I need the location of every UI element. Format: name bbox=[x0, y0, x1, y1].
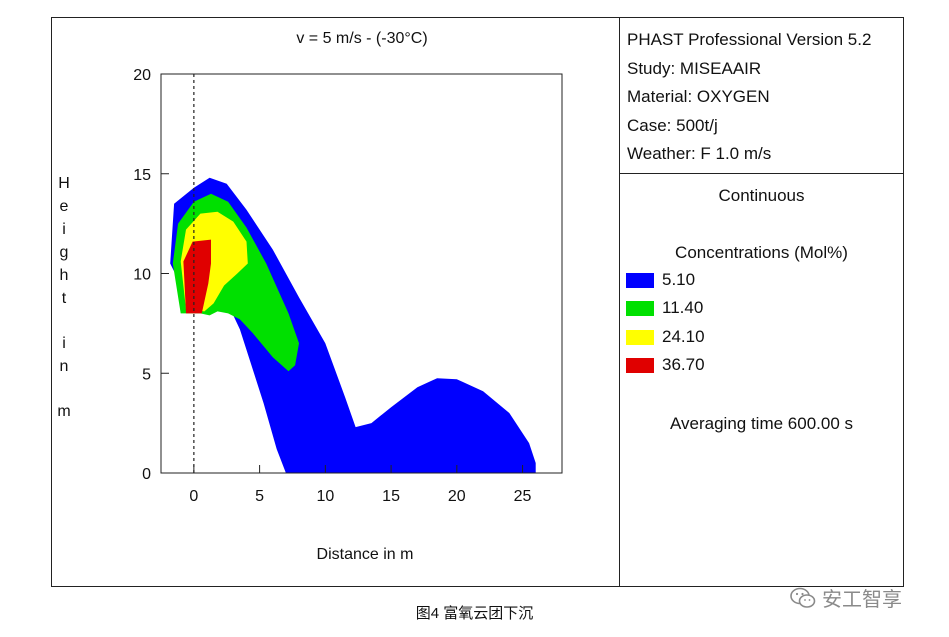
x-tick-label: 20 bbox=[448, 488, 466, 505]
legend-swatch bbox=[626, 272, 654, 288]
watermark: 安工智享 bbox=[790, 583, 902, 612]
legend-entry: 36.70 bbox=[626, 354, 705, 376]
legend-label: 11.40 bbox=[662, 298, 704, 317]
y-axis-label-char: n bbox=[60, 358, 69, 375]
legend-entry: 24.10 bbox=[626, 326, 705, 348]
y-axis-label-char: H bbox=[58, 175, 70, 192]
y-axis-label-char: m bbox=[57, 403, 70, 420]
y-tick-label: 15 bbox=[133, 167, 151, 184]
info-panel: PHAST Professional Version 5.2 Study: MI… bbox=[619, 18, 903, 586]
contour-layer bbox=[170, 177, 536, 473]
x-tick-label: 0 bbox=[189, 488, 198, 505]
legend-swatch bbox=[626, 329, 654, 345]
legend-label: 5.10 bbox=[662, 270, 696, 289]
dispersion-chart: 0 5 10 15 20 25 0 5 10 15 20 v = 5 m/s - (-30°C) D… bbox=[57, 30, 563, 563]
x-tick-label: 25 bbox=[514, 488, 532, 505]
x-tick-label: 10 bbox=[316, 488, 334, 505]
averaging-time: Averaging time 600.00 s bbox=[669, 414, 854, 433]
axis-ticks: 0 5 10 15 20 25 0 5 10 15 20 bbox=[133, 67, 531, 505]
material-name: Material: OXYGEN bbox=[627, 87, 770, 106]
y-axis-label-char: i bbox=[62, 335, 66, 352]
wechat-icon bbox=[790, 587, 816, 608]
contour-5.10 bbox=[170, 177, 536, 473]
software-version: PHAST Professional Version 5.2 bbox=[627, 30, 872, 49]
y-tick-label: 20 bbox=[133, 67, 151, 84]
y-tick-label: 5 bbox=[142, 366, 151, 383]
study-info-box: PHAST Professional Version 5.2 Study: MI… bbox=[620, 18, 903, 174]
legend-entry: 11.40 bbox=[626, 297, 703, 319]
y-axis-label-char: h bbox=[60, 267, 69, 284]
legend-title: Concentrations (Mol%) bbox=[675, 243, 848, 262]
legend-label: 36.70 bbox=[662, 355, 705, 374]
y-axis-label-char: t bbox=[62, 290, 67, 307]
legend-entry: 5.10 bbox=[626, 269, 695, 291]
release-mode: Continuous bbox=[718, 186, 805, 205]
legend-swatch bbox=[626, 300, 654, 316]
x-tick-label: 15 bbox=[382, 488, 400, 505]
y-axis-label-char: g bbox=[60, 244, 69, 261]
chart-title: v = 5 m/s - (-30°C) bbox=[296, 30, 427, 47]
y-axis-label-char: e bbox=[60, 198, 69, 215]
case-name: Case: 500t/j bbox=[627, 115, 718, 135]
x-tick-label: 5 bbox=[255, 488, 264, 505]
legend-swatch bbox=[626, 357, 654, 373]
contour-36.70 bbox=[183, 239, 211, 314]
figure-frame: 0 5 10 15 20 25 0 5 10 15 20 v = 5 m/s - (-30°C) D… bbox=[51, 17, 904, 587]
x-axis-label: Distance in m bbox=[317, 546, 414, 563]
legend-label: 24.10 bbox=[662, 327, 705, 346]
y-tick-label: 10 bbox=[133, 267, 151, 284]
study-name: Study: MISEAAIR bbox=[627, 58, 762, 78]
plot-panel: 0 5 10 15 20 25 0 5 10 15 20 v = 5 m/s - (-30°C) D… bbox=[52, 18, 619, 586]
y-axis-label-char: i bbox=[62, 221, 66, 238]
figure-caption: 图4 富氧云团下沉 bbox=[415, 605, 534, 622]
watermark-text: 安工智享 bbox=[822, 589, 902, 611]
weather-info: Weather: F 1.0 m/s bbox=[627, 144, 772, 163]
y-tick-label: 0 bbox=[142, 466, 151, 483]
